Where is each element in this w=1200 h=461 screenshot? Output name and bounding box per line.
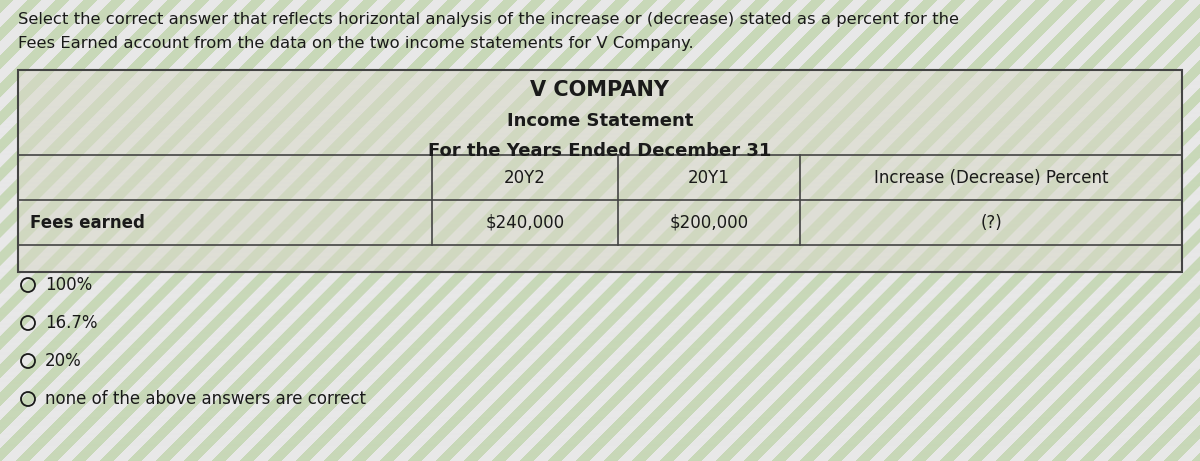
Text: Fees earned: Fees earned xyxy=(30,213,145,231)
Text: Increase (Decrease) Percent: Increase (Decrease) Percent xyxy=(874,169,1109,187)
Text: (?): (?) xyxy=(980,213,1002,231)
Text: $200,000: $200,000 xyxy=(670,213,749,231)
Bar xyxy=(18,70,1182,272)
Text: Fees Earned account from the data on the two income statements for V Company.: Fees Earned account from the data on the… xyxy=(18,36,694,51)
Text: V COMPANY: V COMPANY xyxy=(530,80,670,100)
Text: Select the correct answer that reflects horizontal analysis of the increase or (: Select the correct answer that reflects … xyxy=(18,12,959,27)
Text: Income Statement: Income Statement xyxy=(506,112,694,130)
Text: 20Y1: 20Y1 xyxy=(688,169,730,187)
Text: 20Y2: 20Y2 xyxy=(504,169,546,187)
Text: $240,000: $240,000 xyxy=(486,213,564,231)
Text: none of the above answers are correct: none of the above answers are correct xyxy=(46,390,366,408)
Bar xyxy=(18,70,1182,272)
Text: For the Years Ended December 31: For the Years Ended December 31 xyxy=(428,142,772,160)
Text: 16.7%: 16.7% xyxy=(46,314,97,332)
Text: 20%: 20% xyxy=(46,352,82,370)
Text: 100%: 100% xyxy=(46,276,92,294)
